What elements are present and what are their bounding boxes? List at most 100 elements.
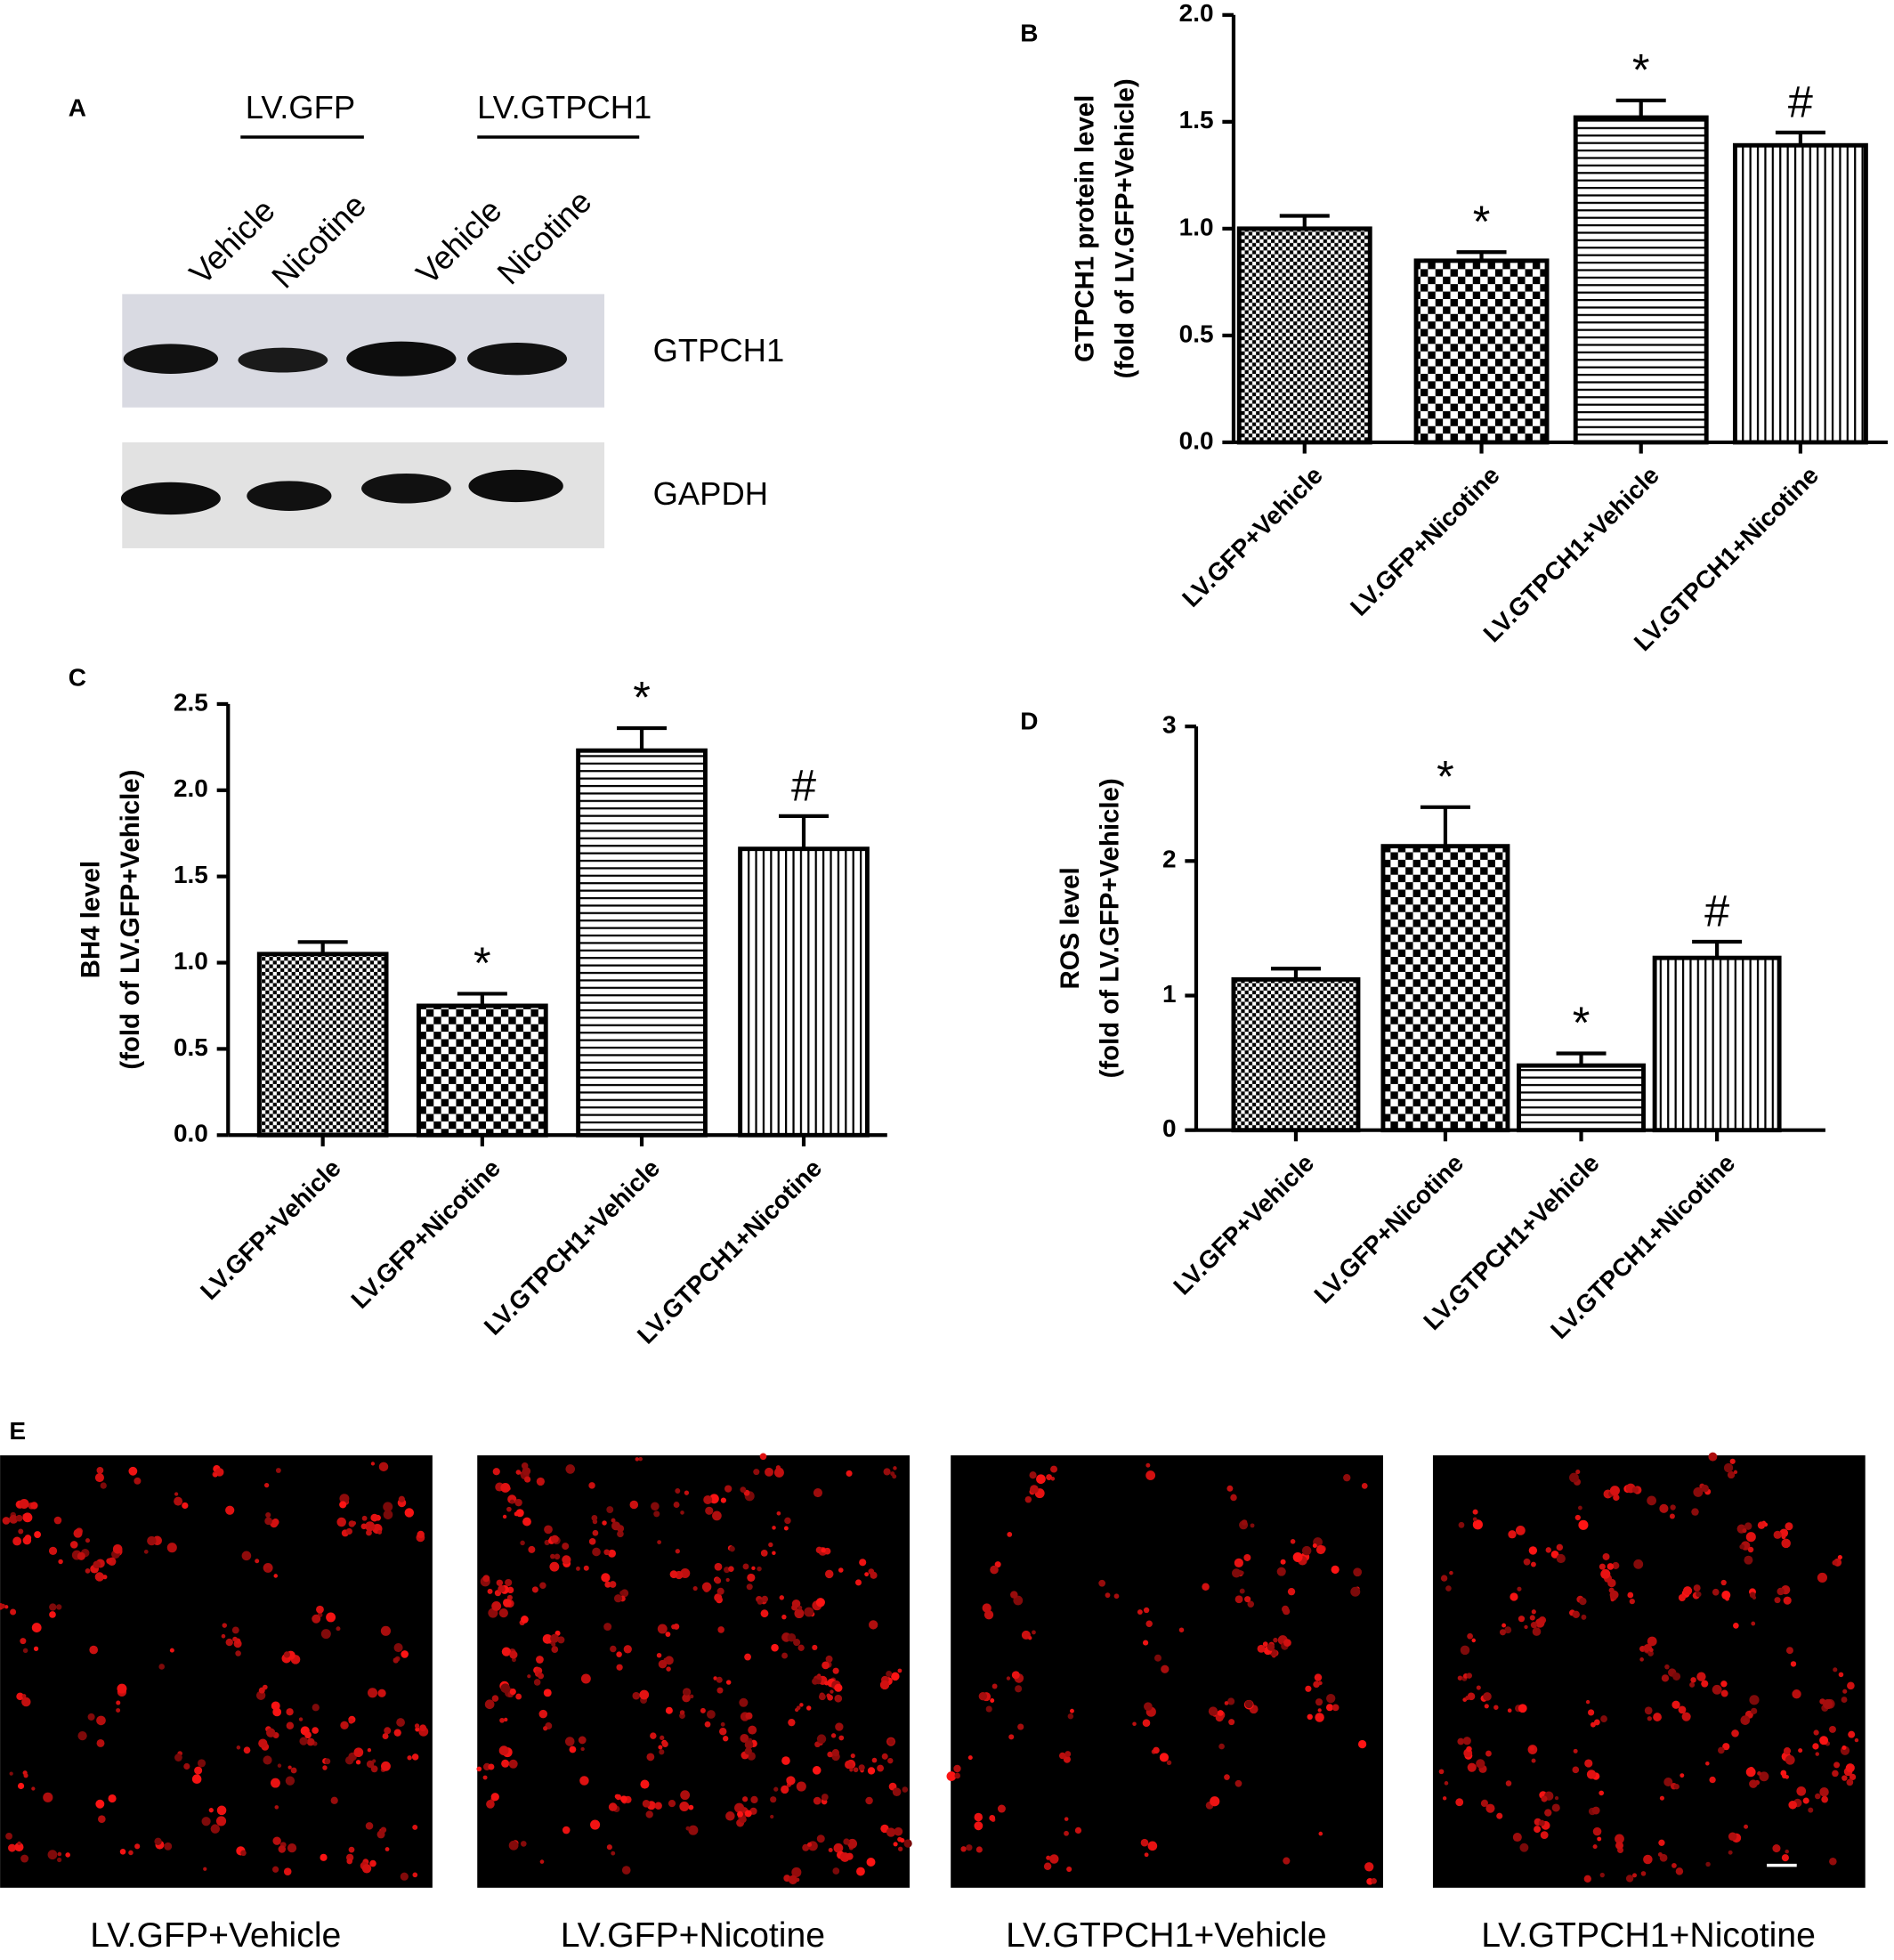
significance-mark: * xyxy=(1473,196,1491,247)
cell xyxy=(1607,1563,1615,1570)
x-tick-label: LV.GFP+Nicotine xyxy=(1309,1149,1469,1309)
cell xyxy=(1471,1638,1477,1643)
cell xyxy=(1733,1470,1738,1475)
cell xyxy=(1572,1610,1580,1618)
cell xyxy=(1644,1706,1653,1715)
cell xyxy=(802,1843,810,1851)
cell xyxy=(128,1466,138,1476)
cell xyxy=(1675,1867,1684,1875)
cell xyxy=(1290,1539,1296,1544)
cell xyxy=(1670,1504,1676,1510)
micrograph xyxy=(477,1455,911,1888)
cell xyxy=(666,1666,671,1672)
cell xyxy=(902,1786,909,1793)
cell xyxy=(1064,1830,1069,1836)
cell xyxy=(551,1646,559,1653)
cell xyxy=(1007,1532,1013,1537)
cell xyxy=(744,1740,754,1749)
cell xyxy=(716,1587,724,1595)
cell xyxy=(716,1676,723,1683)
cell xyxy=(992,1683,998,1689)
cell xyxy=(588,1482,595,1489)
cell xyxy=(336,1626,341,1632)
cell xyxy=(665,1706,673,1714)
cell xyxy=(521,1616,529,1624)
cell xyxy=(8,1843,17,1852)
cell xyxy=(1551,1803,1560,1812)
cell xyxy=(1849,1773,1857,1781)
cell xyxy=(263,1755,272,1765)
cell xyxy=(833,1843,844,1853)
cell xyxy=(638,1456,643,1462)
cell xyxy=(370,1462,376,1466)
cell xyxy=(554,1553,561,1560)
cell xyxy=(1785,1754,1795,1765)
cell xyxy=(15,1514,23,1522)
cell xyxy=(98,1815,106,1824)
cell xyxy=(522,1517,531,1527)
cell xyxy=(1742,1528,1747,1534)
cell xyxy=(1517,1586,1522,1591)
cell xyxy=(235,1650,241,1656)
cell xyxy=(100,1482,107,1489)
cell xyxy=(476,1766,482,1772)
cell xyxy=(1798,1748,1803,1753)
cell xyxy=(779,1595,785,1600)
cell xyxy=(393,1643,403,1653)
cell xyxy=(536,1477,545,1486)
cell xyxy=(1257,1644,1266,1653)
cell xyxy=(1455,1798,1464,1807)
cell xyxy=(1772,1844,1781,1853)
cell xyxy=(893,1466,897,1470)
cell xyxy=(684,1490,690,1495)
cell xyxy=(1643,1854,1653,1865)
cell xyxy=(1777,1587,1785,1596)
cell xyxy=(850,1753,855,1759)
cell xyxy=(488,1763,495,1770)
bar xyxy=(738,846,870,1138)
cell xyxy=(890,1471,895,1477)
cell xyxy=(1583,1875,1591,1883)
cell xyxy=(1585,1699,1590,1705)
cell xyxy=(665,1632,671,1637)
cell xyxy=(751,1566,756,1571)
cell xyxy=(997,1804,1006,1813)
bar xyxy=(1380,844,1510,1133)
cell xyxy=(169,1648,174,1653)
cell xyxy=(1208,1706,1218,1716)
cell xyxy=(1074,1826,1082,1834)
cell xyxy=(653,1510,660,1518)
cell xyxy=(23,1773,28,1778)
cell xyxy=(642,1799,651,1808)
panel-label: A xyxy=(69,94,86,122)
cell xyxy=(85,1538,91,1543)
cell xyxy=(897,1846,903,1851)
cell xyxy=(879,1680,890,1690)
significance-mark: # xyxy=(1704,886,1729,936)
cell xyxy=(48,1546,58,1555)
cell xyxy=(1467,1762,1477,1772)
cell xyxy=(9,1771,13,1776)
cell xyxy=(1671,1700,1680,1709)
bar xyxy=(576,748,708,1138)
cell xyxy=(1847,1681,1855,1690)
cell xyxy=(182,1502,189,1510)
cell xyxy=(794,1608,805,1619)
cell xyxy=(1262,1641,1268,1648)
cell xyxy=(1030,1485,1039,1494)
cell xyxy=(1544,1809,1552,1817)
cell xyxy=(1749,1591,1756,1599)
cell xyxy=(1749,1695,1760,1705)
cell xyxy=(1476,1685,1481,1690)
cell xyxy=(1841,1697,1848,1703)
cell xyxy=(1449,1570,1453,1575)
y-axis-label: BH4 level xyxy=(76,861,105,978)
cell xyxy=(832,1867,840,1875)
cell xyxy=(1538,1819,1545,1826)
cell xyxy=(1153,1654,1161,1662)
cell xyxy=(1143,1607,1150,1614)
lane-label: Nicotine xyxy=(490,183,599,292)
cell xyxy=(286,1708,294,1716)
cell xyxy=(613,1594,623,1603)
cell xyxy=(1250,1523,1255,1528)
